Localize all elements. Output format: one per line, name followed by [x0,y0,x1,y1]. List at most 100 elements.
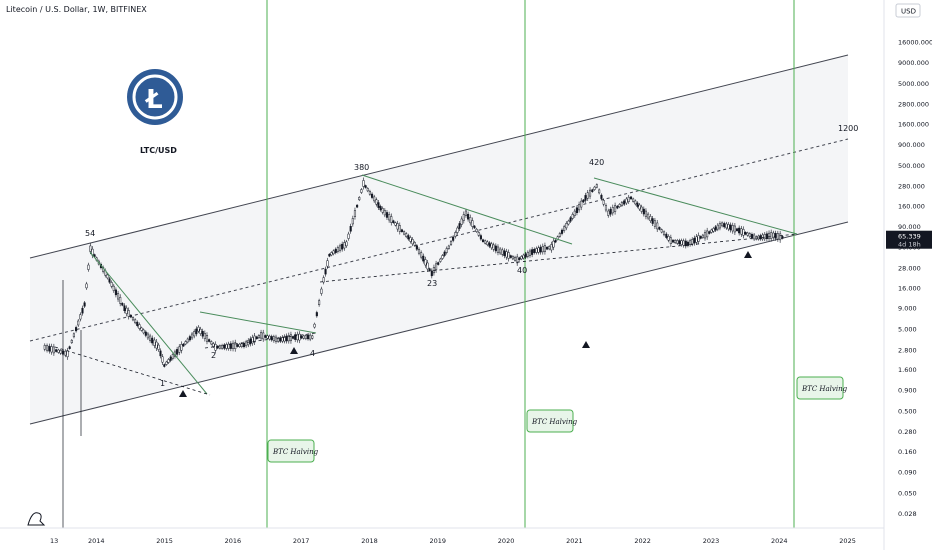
annotations: 54 380 420 1200 1 2 4 23 40 [54,124,858,397]
y-tick-label: 5.000 [898,326,917,334]
candle-body [674,240,677,244]
candle-body [277,338,280,342]
candle-body [616,205,619,209]
candle-body [334,248,337,253]
candle-body [203,332,206,339]
candle-body [214,344,217,351]
candle-body [326,260,329,267]
candle-body [353,210,357,217]
candle-body [304,335,307,339]
marker-triangle [290,347,298,354]
candle-body [405,233,408,237]
candle-body [499,248,502,254]
x-tick-label: 2015 [156,537,173,545]
y-tick-label: 0.500 [898,408,917,416]
candle-body [64,350,67,356]
halving-label: BTC Halving [531,418,578,426]
y-tick-label: 280.000 [898,182,925,190]
chart-title: Litecoin / U.S. Dollar, 1W, BITFINEX [6,5,147,14]
y-tick-label: 0.028 [898,510,917,518]
candle-body [48,345,51,352]
candle-body [678,240,681,245]
candle-body [638,204,641,210]
candle-body [89,245,92,252]
currency-badge-text: USD [901,8,916,16]
candle-body [435,263,438,271]
candle-body [123,305,126,311]
y-tick-label: 2800.000 [898,101,929,109]
candle-body [430,270,433,277]
candle-body [313,323,316,328]
candle-body [190,333,194,339]
low-label: 2 [211,351,216,360]
candle-body [167,359,170,363]
candle-body [452,236,455,241]
y-tick-label: 0.090 [898,469,917,477]
candle-body [362,180,365,187]
candle-body [649,216,652,222]
candle-body [706,230,709,238]
candle-body [667,236,670,241]
last-price-tag [886,230,932,249]
candle-body [332,250,335,255]
channel-upper [29,54,849,259]
candle-body [518,257,521,261]
y-tick-label: 0.160 [898,448,917,456]
candle-body [454,232,457,237]
candle-body [373,196,376,202]
candle-body [231,342,235,349]
candle-body [462,214,465,221]
resistance-line [89,251,208,395]
candle-body [539,246,542,253]
litecoin-logo: Ł LTC/USD [27,60,183,526]
candle-body [509,255,512,258]
candle-body [186,338,189,343]
candle-body [146,333,149,339]
candle-body [394,222,397,226]
candle-body [193,331,196,337]
candle-body [537,247,540,253]
candle-body [567,220,570,225]
halving-lines: BTC Halving BTC Halving BTC Halving [266,0,848,528]
candle-body [748,233,751,237]
logo-caption: LTC/USD [140,146,177,155]
candle-body [511,256,514,260]
candle-body [691,239,694,245]
candle-body [324,268,327,275]
channel-lower [29,221,849,425]
candle-body [656,222,659,230]
candle-body [703,232,707,239]
candle-body [129,314,132,318]
candle-body [199,328,202,334]
candle-body [744,232,747,235]
y-tick-label: 500.000 [898,162,925,170]
candle-body [614,205,617,212]
peak-label: 380 [354,163,369,172]
candle-body [464,210,468,216]
candle-body [528,250,532,256]
candle-body [368,190,371,195]
x-tick-label: 2025 [839,537,856,545]
candle-body [149,335,152,341]
candle-body [46,345,49,351]
low-label: 1 [160,379,165,388]
candle-body [481,239,485,242]
marker-triangle [744,251,752,258]
candle-body [171,354,174,359]
peak-label: 420 [589,158,604,167]
marker-triangle [179,390,187,397]
candle-body [636,202,639,207]
candle-body [117,293,120,300]
candle-body [604,205,608,211]
resistance-line [593,177,798,235]
x-tick-label: 2018 [361,537,378,545]
candle-body [52,346,55,354]
candle-body [268,335,271,340]
candle-body [629,196,633,200]
candle-body [479,235,482,240]
candle-body [569,217,572,222]
candle-body [245,341,248,347]
candle-body [503,250,506,256]
x-axis: 13 2014 2015 2016 2017 2018 2019 2020 2021 2022 20… [0,527,884,545]
